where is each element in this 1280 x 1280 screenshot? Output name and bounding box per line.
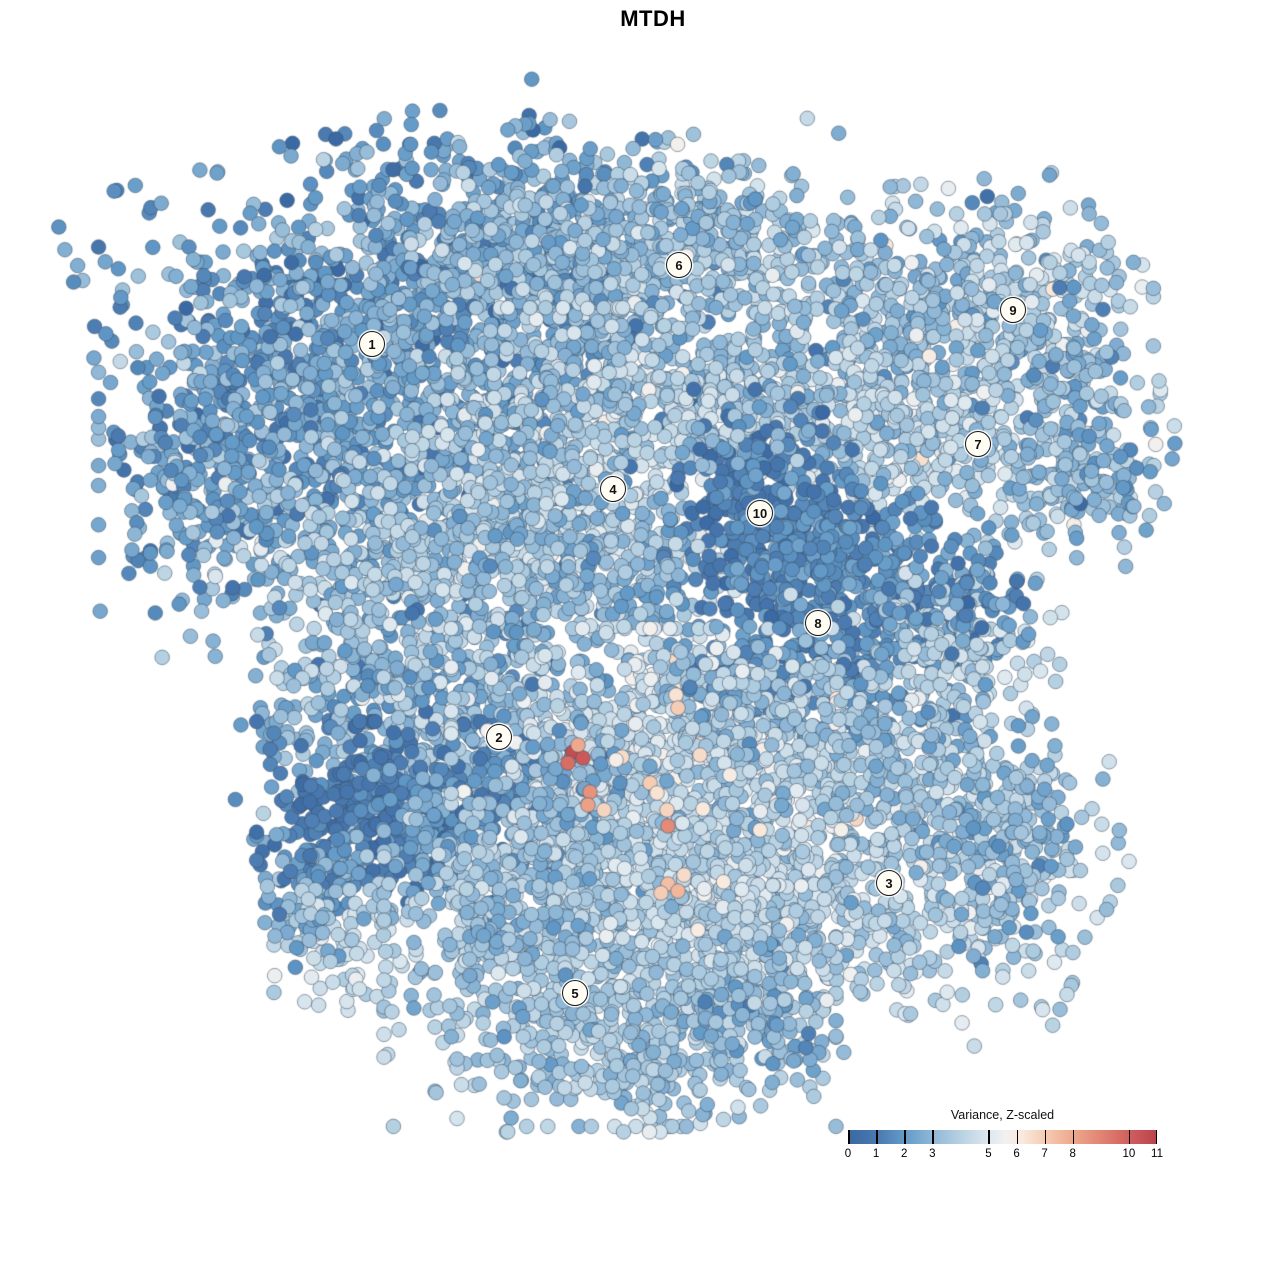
legend-tick [876, 1130, 878, 1144]
legend-tick [1016, 1130, 1019, 1144]
legend-tick [988, 1130, 990, 1144]
legend-tick-label: 5 [985, 1148, 992, 1160]
cluster-label-5: 5 [562, 980, 588, 1006]
legend-tick-label: 3 [929, 1148, 936, 1160]
cluster-label-6: 6 [666, 252, 692, 278]
legend-tick [1155, 1130, 1157, 1144]
legend-tick-label: 6 [1013, 1148, 1020, 1160]
cluster-label-9: 9 [1000, 297, 1026, 323]
legend-tick-label: 2 [900, 1148, 908, 1160]
cluster-label-3: 3 [876, 870, 902, 896]
legend-tick [1072, 1130, 1075, 1144]
legend-tick [904, 1130, 906, 1144]
cluster-label-1: 1 [359, 331, 385, 357]
cluster-label-4: 4 [600, 476, 626, 502]
legend-tick-label: 0 [844, 1148, 852, 1160]
legend-tick [1128, 1130, 1131, 1144]
legend-title: Variance, Z-scaled [950, 1108, 1055, 1122]
cluster-label-2: 2 [486, 724, 512, 750]
cluster-label-10: 10 [747, 500, 773, 526]
chart-title: MTDH [620, 6, 686, 31]
legend-tick-label: 11 [1151, 1148, 1163, 1160]
legend-tick [848, 1130, 850, 1144]
legend-tick-label: 1 [872, 1148, 880, 1160]
legend-tick-label: 8 [1069, 1148, 1076, 1160]
colorbar-gradient [848, 1130, 1157, 1144]
legend-tick [932, 1130, 934, 1144]
cluster-label-7: 7 [965, 431, 991, 457]
legend-tick-label: 10 [1122, 1148, 1136, 1160]
legend-tick-label: 7 [1041, 1148, 1048, 1160]
cluster-label-8: 8 [805, 610, 831, 636]
legend-tick [1044, 1130, 1047, 1144]
